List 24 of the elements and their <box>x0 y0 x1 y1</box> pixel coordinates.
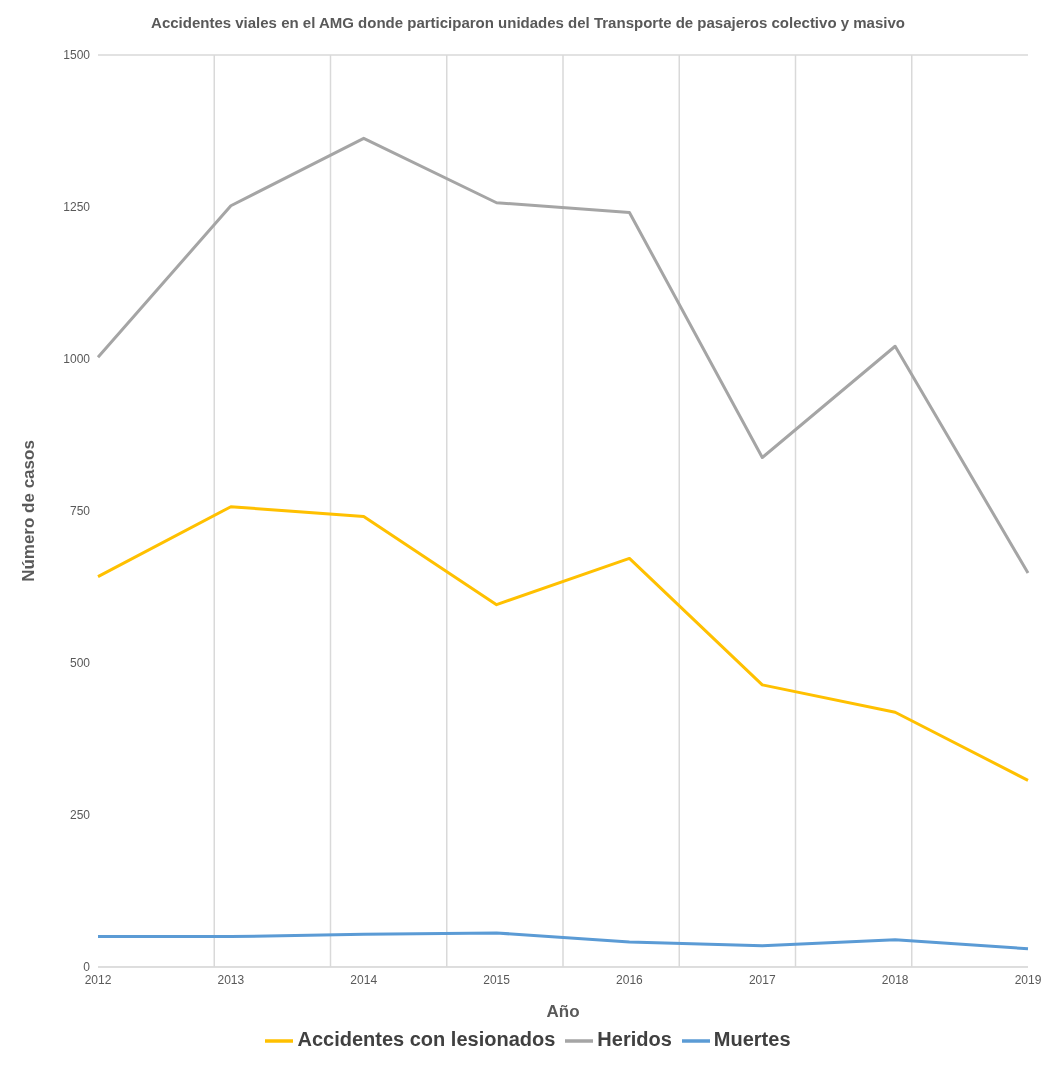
y-tick-label: 250 <box>69 808 91 823</box>
x-tick-label: 2017 <box>748 972 776 987</box>
y-tick-label: 0 <box>83 960 91 975</box>
line-series <box>96 931 1030 951</box>
y-tick-label: 500 <box>69 656 91 671</box>
y-tick-label: 1250 <box>63 200 91 215</box>
x-tick-label: 2015 <box>483 972 511 987</box>
y-axis-title: Número de casos <box>19 440 39 582</box>
legend-label: Heridos <box>597 1028 672 1051</box>
legend-label: Muertes <box>713 1028 791 1051</box>
legend-label: Accidentes con lesionados <box>297 1028 556 1051</box>
x-tick-label: 2013 <box>217 972 245 987</box>
y-tick-label: 1000 <box>63 352 91 367</box>
x-tick-label: 2012 <box>84 972 112 987</box>
x-tick-label: 2014 <box>350 972 378 987</box>
line-series <box>96 505 1030 782</box>
chart-title: Accidentes viales en el AMG donde participaron unidades del Transporte de pasajeros colectivo y masivo <box>150 14 906 31</box>
line-series <box>96 136 1030 575</box>
x-tick-label: 2018 <box>881 972 909 987</box>
y-tick-label: 1500 <box>63 48 91 63</box>
y-tick-label: 750 <box>69 504 91 519</box>
x-tick-label: 2019 <box>1014 972 1042 987</box>
x-tick-label: 2016 <box>616 972 644 987</box>
x-axis-title: Año <box>546 1002 580 1021</box>
